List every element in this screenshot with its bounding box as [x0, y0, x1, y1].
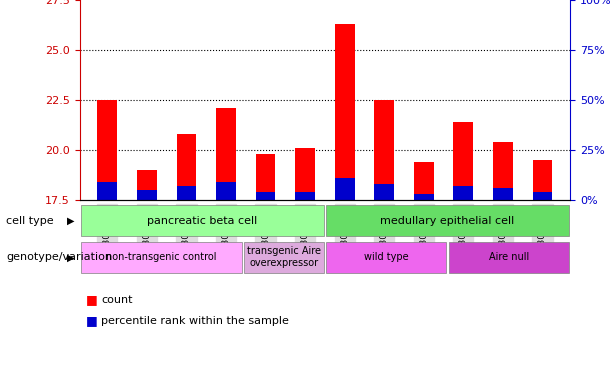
Bar	[177, 186, 196, 200]
Bar	[216, 108, 236, 200]
Text: Aire null: Aire null	[489, 252, 529, 262]
Bar	[177, 134, 196, 200]
Bar	[454, 186, 473, 200]
Bar	[414, 194, 433, 200]
Text: ▶: ▶	[67, 252, 74, 262]
Text: transgenic Aire
overexpressor: transgenic Aire overexpressor	[247, 247, 321, 268]
Bar	[137, 170, 157, 200]
Bar	[454, 122, 473, 200]
Bar	[533, 192, 552, 200]
Text: percentile rank within the sample: percentile rank within the sample	[101, 316, 289, 326]
Bar	[256, 192, 275, 200]
Text: genotype/variation: genotype/variation	[6, 252, 112, 262]
Bar	[493, 188, 512, 200]
Text: cell type: cell type	[6, 216, 54, 226]
Bar	[533, 160, 552, 200]
Text: medullary epithelial cell: medullary epithelial cell	[380, 216, 515, 226]
Text: ■: ■	[86, 293, 97, 306]
Text: wild type: wild type	[364, 252, 408, 262]
Bar	[256, 154, 275, 200]
Text: count: count	[101, 295, 132, 305]
Bar	[493, 142, 512, 200]
Bar	[375, 100, 394, 200]
Bar	[97, 100, 117, 200]
Text: non-transgenic control: non-transgenic control	[106, 252, 216, 262]
Bar	[295, 192, 315, 200]
Bar	[414, 162, 433, 200]
Bar	[375, 184, 394, 200]
Text: ■: ■	[86, 314, 97, 327]
Bar	[137, 190, 157, 200]
Bar	[216, 182, 236, 200]
Bar	[335, 24, 354, 200]
Text: ▶: ▶	[67, 216, 74, 226]
Text: pancreatic beta cell: pancreatic beta cell	[147, 216, 257, 226]
Bar	[335, 178, 354, 200]
Bar	[97, 182, 117, 200]
Bar	[295, 148, 315, 200]
